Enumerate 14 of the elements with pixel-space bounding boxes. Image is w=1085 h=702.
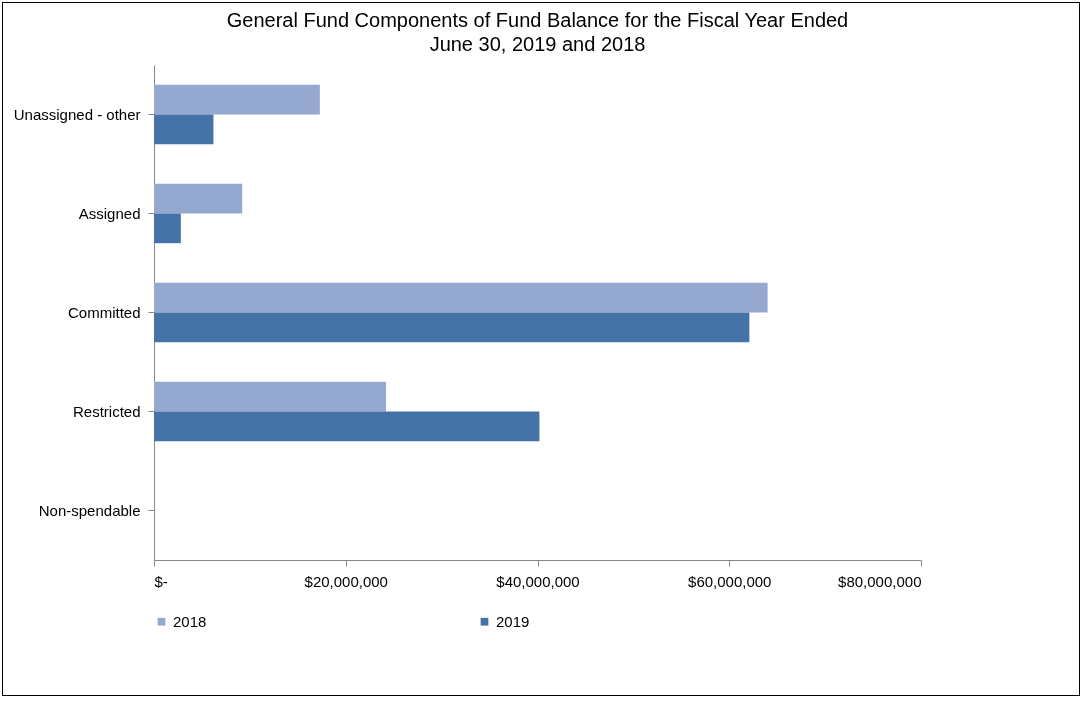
x-tick-label: $80,000,000 — [838, 572, 922, 590]
y-tick-label: Unassigned - other — [13, 105, 141, 123]
x-tick-label: $20,000,000 — [304, 572, 388, 590]
y-tick-label: Assigned — [78, 204, 141, 222]
x-tick-label: $- — [154, 572, 168, 590]
x-tick-label: $60,000,000 — [688, 572, 772, 590]
y-tick-label: Committed — [67, 303, 141, 321]
legend-label: 2019 — [496, 612, 530, 630]
legend-label: 2018 — [173, 612, 207, 630]
y-tick-label: Restricted — [72, 402, 141, 420]
text: June 30, 2019 and 2018 — [429, 33, 646, 55]
y-tick-label: Non-spendable — [38, 501, 141, 519]
x-tick-label: $40,000,000 — [496, 572, 580, 590]
text: General Fund Components of Fund Balance for the Fiscal Year Ended — [226, 9, 849, 31]
